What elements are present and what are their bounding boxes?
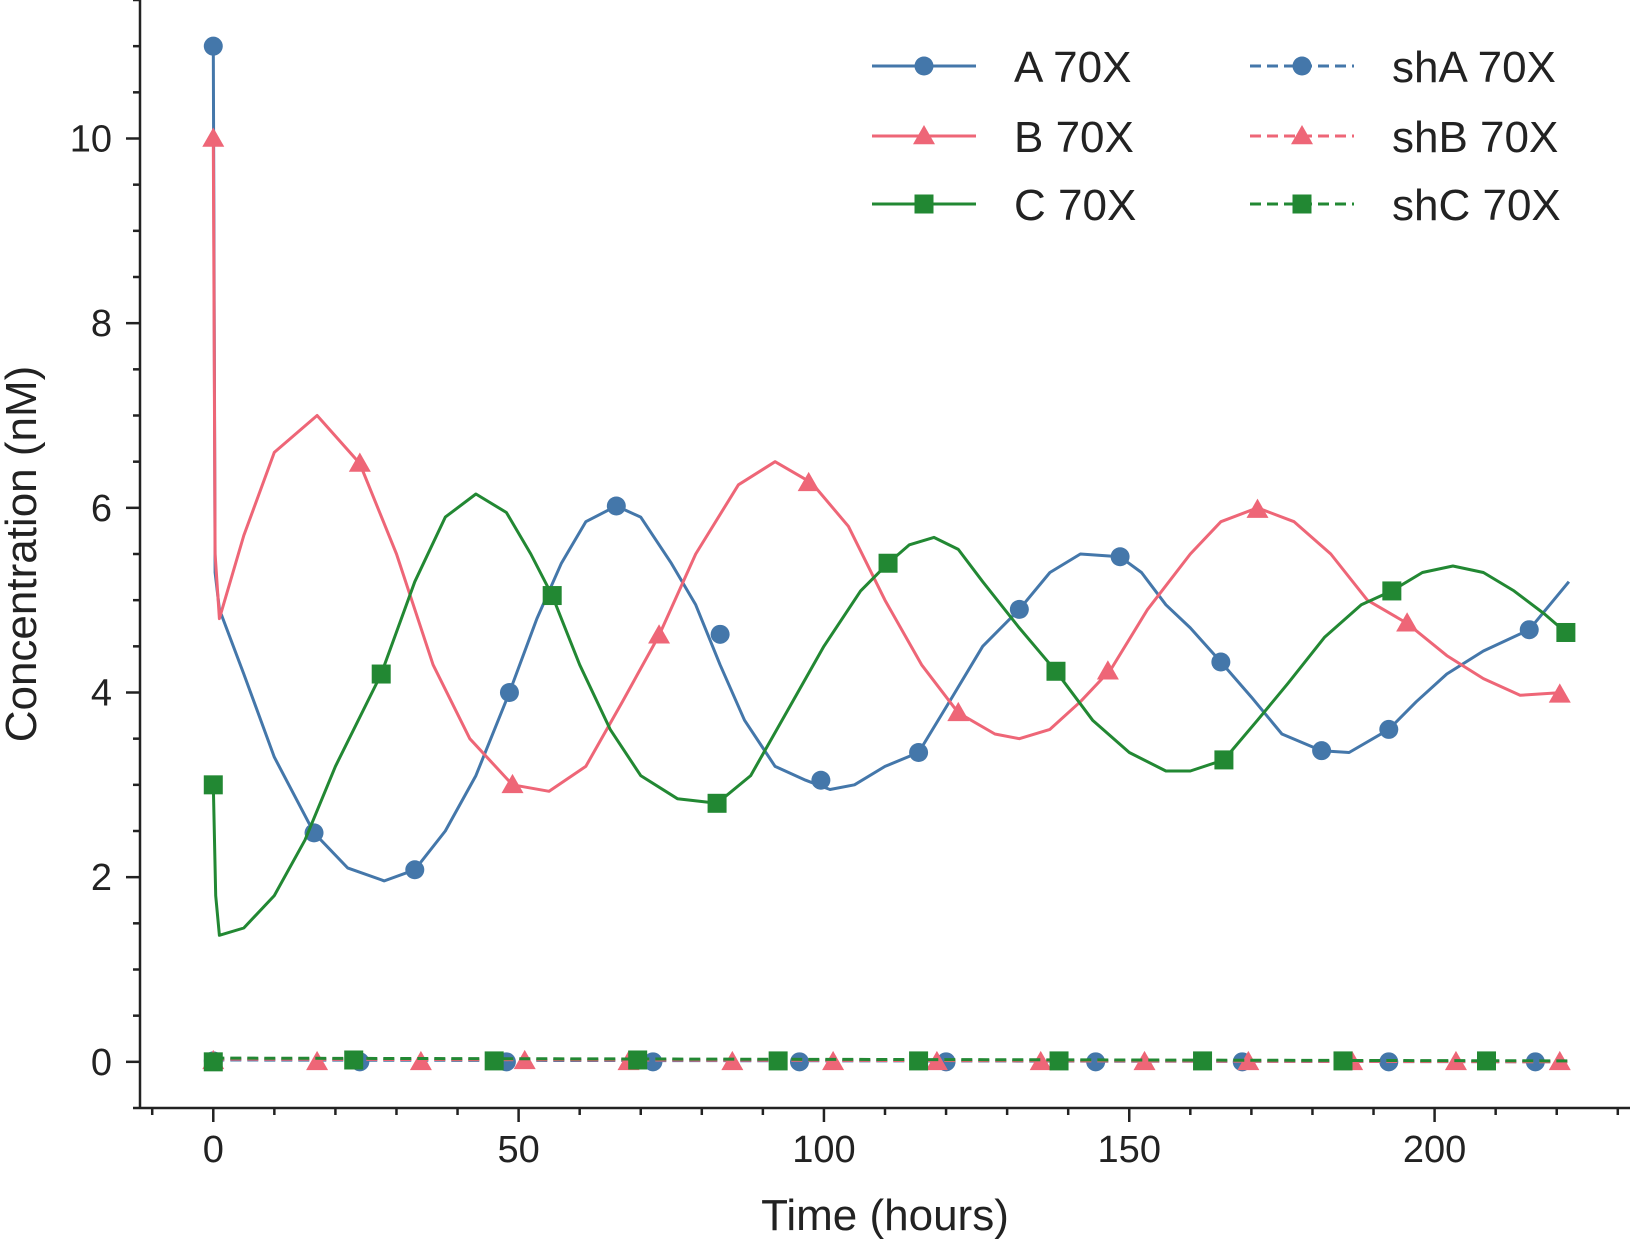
legend-label-b-70x: B 70X: [1014, 113, 1134, 162]
y-tick-label: 8: [91, 303, 112, 345]
legend-marker-shb-70x: [1291, 125, 1313, 145]
legend-marker-b-70x: [913, 125, 935, 145]
data-point-c-70x: [878, 553, 898, 573]
series-line-c-70x: [211, 492, 1567, 937]
legend-entry-a-70x: A 70X: [872, 43, 1131, 92]
data-point-shc-70x: [344, 1050, 364, 1070]
legend-marker-c-70x: [914, 194, 934, 214]
series-line-a-70x: [211, 46, 1571, 883]
data-point-shb-70x: [306, 1050, 329, 1071]
legend-entry-shc-70x: shC 70X: [1250, 181, 1561, 230]
data-point-a-70x: [1519, 620, 1539, 640]
x-tick-label: 0: [203, 1129, 224, 1171]
x-tick-label: 200: [1403, 1129, 1466, 1171]
legend-marker-shc-70x: [1292, 194, 1312, 214]
x-tick-label: 100: [792, 1129, 855, 1171]
x-ticks: 0 50 100 150 200: [150, 1108, 1620, 1171]
data-point-c-70x: [1046, 661, 1066, 681]
data-point-a-70x: [1211, 652, 1231, 672]
data-point-c-70x: [1556, 622, 1576, 642]
data-point-shc-70x: [203, 1052, 223, 1072]
legend-label-shc-70x: shC 70X: [1392, 181, 1561, 230]
data-point-c-70x: [203, 775, 223, 795]
data-point-shb-70x: [1237, 1050, 1260, 1071]
legend-entry-c-70x: C 70X: [872, 181, 1136, 230]
data-point-a-70x: [606, 496, 626, 516]
data-point-shb-70x: [1133, 1050, 1156, 1071]
data-point-a-70x: [1009, 599, 1029, 619]
data-point-sha-70x: [643, 1052, 663, 1072]
legend-label-sha-70x: shA 70X: [1392, 43, 1556, 92]
y-tick-label: 6: [91, 488, 112, 530]
data-point-b-70x: [1096, 660, 1119, 680]
legend-entry-sha-70x: shA 70X: [1250, 43, 1556, 92]
y-ticks: 0 2 4 6 8 10: [70, 0, 140, 1110]
data-point-shc-70x: [1193, 1051, 1213, 1071]
data-point-c-70x: [707, 793, 727, 813]
data-point-a-70x: [1110, 547, 1130, 567]
data-point-sha-70x: [1086, 1052, 1106, 1072]
data-point-a-70x: [203, 36, 223, 56]
data-point-a-70x: [811, 770, 831, 790]
data-point-a-70x: [499, 683, 519, 702]
series-c-70x: [203, 492, 1576, 937]
legend: A 70X B 70X C 70X shA 70X shB 70X shC 70X: [872, 43, 1561, 230]
series-line-b-70x: [211, 138, 1563, 793]
series-b-70x: [202, 127, 1571, 794]
data-point-shc-70x: [768, 1051, 788, 1071]
data-point-b-70x: [501, 773, 524, 794]
data-point-shc-70x: [628, 1050, 648, 1070]
data-point-b-70x: [648, 624, 671, 644]
data-point-c-70x: [542, 586, 562, 606]
y-tick-label: 2: [91, 857, 112, 899]
data-point-c-70x: [1214, 750, 1234, 770]
data-point-shc-70x: [1333, 1051, 1353, 1071]
data-point-shc-70x: [1476, 1051, 1496, 1071]
data-point-a-70x: [909, 743, 929, 763]
legend-marker-a-70x: [914, 56, 934, 76]
legend-entry-shb-70x: shB 70X: [1250, 113, 1558, 162]
data-point-sha-70x: [790, 1052, 810, 1072]
y-tick-label: 10: [70, 119, 112, 161]
data-point-b-70x: [202, 127, 225, 147]
plot-area: [202, 36, 1576, 1072]
data-point-b-70x: [1548, 683, 1571, 703]
data-point-sha-70x: [1525, 1052, 1545, 1072]
data-point-b-70x: [348, 452, 371, 472]
data-point-b-70x: [1246, 498, 1269, 518]
data-point-a-70x: [1379, 719, 1399, 739]
legend-label-shb-70x: shB 70X: [1392, 113, 1558, 162]
x-tick-label: 50: [497, 1129, 539, 1171]
legend-entry-b-70x: B 70X: [872, 113, 1134, 162]
data-point-shb-70x: [409, 1050, 432, 1071]
data-point-shc-70x: [909, 1051, 929, 1071]
data-point-a-70x: [1312, 741, 1332, 761]
data-point-b-70x: [947, 701, 970, 722]
data-point-b-70x: [797, 471, 820, 492]
y-axis-label: Concentration (nM): [0, 366, 46, 743]
legend-label-a-70x: A 70X: [1014, 43, 1131, 92]
data-point-a-70x: [405, 860, 425, 880]
data-point-b-70x: [1396, 612, 1419, 632]
data-point-shc-70x: [484, 1051, 504, 1071]
x-tick-label: 150: [1098, 1129, 1161, 1171]
data-point-c-70x: [1382, 581, 1402, 601]
legend-marker-sha-70x: [1292, 56, 1312, 76]
y-tick-label: 4: [91, 673, 112, 715]
data-point-shb-70x: [1029, 1050, 1052, 1071]
series-shc-70x: [203, 1050, 1569, 1072]
data-point-c-70x: [371, 664, 391, 684]
data-point-shc-70x: [1049, 1051, 1069, 1071]
data-point-a-70x: [710, 624, 730, 644]
series-a-70x: [203, 36, 1571, 883]
axes: 0 2 4 6 8 10 0 50 100 150 200: [70, 0, 1630, 1171]
legend-label-c-70x: C 70X: [1014, 181, 1136, 230]
y-tick-label: 0: [91, 1042, 112, 1084]
x-axis-label: Time (hours): [761, 1191, 1009, 1240]
